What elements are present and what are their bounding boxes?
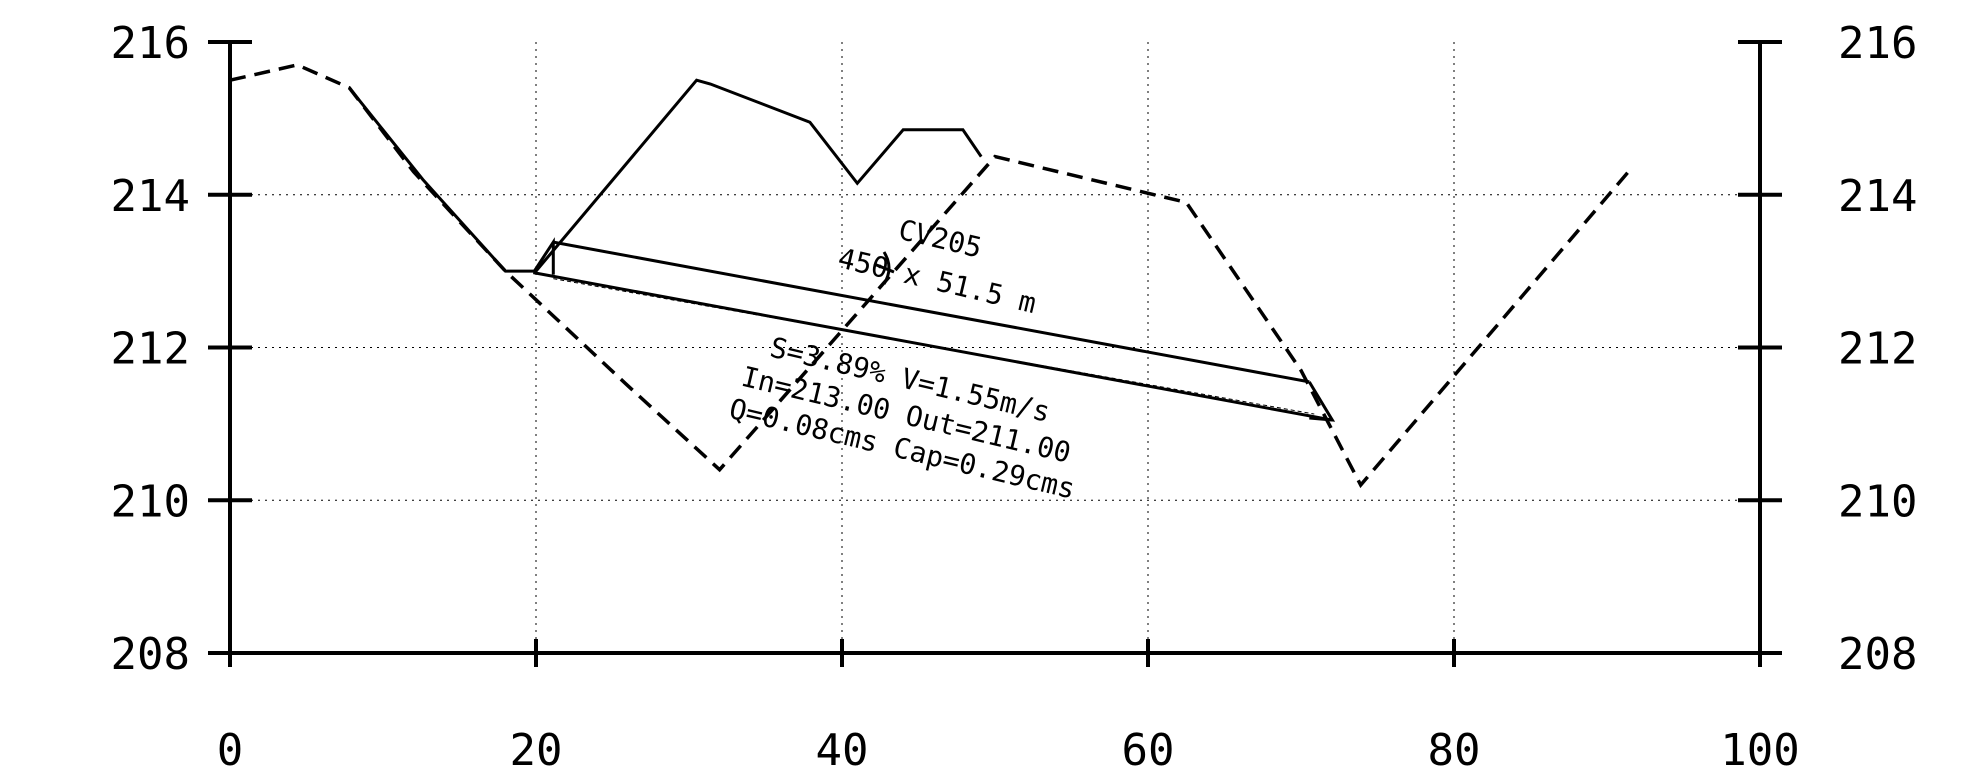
y-tick-label-right: 216 [1838, 18, 1917, 69]
x-tick-label: 100 [1720, 725, 1799, 776]
culvert-centerline [553, 278, 1315, 415]
x-tick-label: 0 [217, 725, 244, 776]
axes [208, 40, 1782, 667]
y-tick-label-left: 216 [111, 18, 190, 69]
y-tick-label-right: 208 [1838, 629, 1917, 680]
y-tick-label-right: 212 [1838, 324, 1917, 375]
design-profile [348, 78, 983, 273]
culvert-crown [553, 240, 1310, 384]
grid-lines [230, 42, 1760, 653]
y-tick-label-left: 214 [111, 171, 190, 222]
culvert-inlet-end [532, 237, 555, 275]
tick-labels: 208 208 210 210 212 212 214 214 216 216 0 20 40 60 80 1… [111, 18, 1918, 776]
y-tick-label-right: 210 [1838, 476, 1917, 527]
y-tick-label-left: 212 [111, 324, 190, 375]
profile-lines [229, 63, 1630, 489]
x-tick-label: 60 [1122, 725, 1175, 776]
x-tick-label: 40 [816, 725, 869, 776]
x-tick-label: 80 [1428, 725, 1481, 776]
y-tick-label-right: 214 [1838, 171, 1917, 222]
y-tick-label-left: 208 [111, 629, 190, 680]
culvert-outlet-end [1308, 381, 1336, 422]
x-tick-label: 20 [510, 725, 563, 776]
y-tick-label-left: 210 [111, 476, 190, 527]
culvert-center-marker [873, 251, 895, 285]
